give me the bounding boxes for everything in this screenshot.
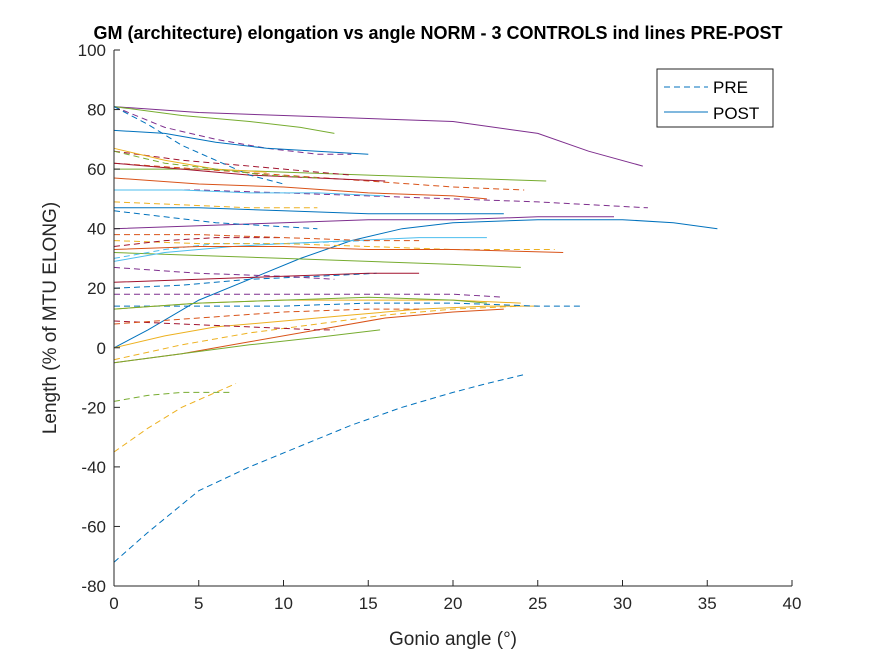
legend-pre-label: PRE <box>713 78 748 97</box>
y-tick-label: -80 <box>81 577 106 596</box>
series-line-2-pre <box>113 383 237 453</box>
series-line-18-post <box>113 252 521 268</box>
series-line-37-post <box>113 129 369 155</box>
series-layer <box>113 106 718 563</box>
legend: PRE POST <box>656 68 774 128</box>
legend-box <box>656 68 774 128</box>
series-line-24-post <box>113 216 614 230</box>
series-line-10-pre <box>113 320 335 331</box>
series-line-35-pre <box>113 106 352 155</box>
x-tick-label: 20 <box>444 594 463 613</box>
series-line-36-post <box>113 106 335 134</box>
series-line-39-post <box>113 147 267 173</box>
series-line-30-post <box>113 177 487 200</box>
series-line-34-post <box>113 106 643 167</box>
y-tick-label: 100 <box>78 41 106 60</box>
series-line-29-pre <box>114 189 648 209</box>
x-tick-label: 0 <box>109 594 118 613</box>
x-tick-label: 5 <box>194 594 203 613</box>
x-tick-label: 35 <box>698 594 717 613</box>
series-line-5-post <box>113 305 538 349</box>
y-tick-label: 0 <box>97 339 106 358</box>
series-line-26-post <box>114 207 504 215</box>
y-tick-label: -40 <box>81 458 106 477</box>
x-tick-label: 30 <box>613 594 632 613</box>
y-tick-label: -60 <box>81 517 106 536</box>
series-line-38-pre <box>113 106 284 185</box>
y-tick-label: 60 <box>87 160 106 179</box>
series-line-12-pre <box>114 293 504 298</box>
x-tick-label: 40 <box>783 594 802 613</box>
legend-post-label: POST <box>713 104 759 123</box>
series-line-33-pre <box>113 150 352 176</box>
series-line-21-pre <box>113 240 555 250</box>
series-line-16-pre <box>113 266 335 280</box>
x-axis-label: Gonio angle (°) <box>389 629 517 650</box>
y-axis-label: Length (% of MTU ELONG) <box>40 202 61 434</box>
series-line-4-post <box>113 219 718 349</box>
series-line-9-pre <box>114 302 581 307</box>
series-line-14-pre <box>113 308 420 325</box>
series-line-17-post <box>113 272 420 283</box>
series-line-41-post <box>114 189 386 197</box>
series-line-27-pre <box>113 210 318 230</box>
series-line-1-pre <box>113 374 525 563</box>
series-line-42-pre <box>113 201 318 209</box>
y-tick-label: 20 <box>87 279 106 298</box>
x-tick-label: 15 <box>359 594 378 613</box>
series-line-22-post <box>113 246 564 253</box>
plot-area <box>114 50 792 586</box>
chart-title: GM (architecture) elongation vs angle NO… <box>93 23 782 43</box>
y-tick-label: 80 <box>87 101 106 120</box>
series-line-3-pre <box>113 391 233 402</box>
series-line-13-post <box>113 296 487 310</box>
x-tick-label: 25 <box>528 594 547 613</box>
x-tick-label: 10 <box>274 594 293 613</box>
y-tick-label: 40 <box>87 220 106 239</box>
y-tick-label: -20 <box>81 398 106 417</box>
series-line-7-post <box>113 329 381 364</box>
series-line-15-pre <box>113 272 377 289</box>
series-line-20-post <box>113 237 487 262</box>
ticks-layer: 0 5 10 15 20 25 30 35 40 -80 -60 -40 -20 0 20 40 60 80 100 <box>78 41 802 613</box>
series-line-8-pre <box>113 305 521 361</box>
series-line-25-pre <box>114 234 420 242</box>
series-line-23-pre <box>113 237 284 247</box>
series-line-40-pre <box>113 150 318 179</box>
